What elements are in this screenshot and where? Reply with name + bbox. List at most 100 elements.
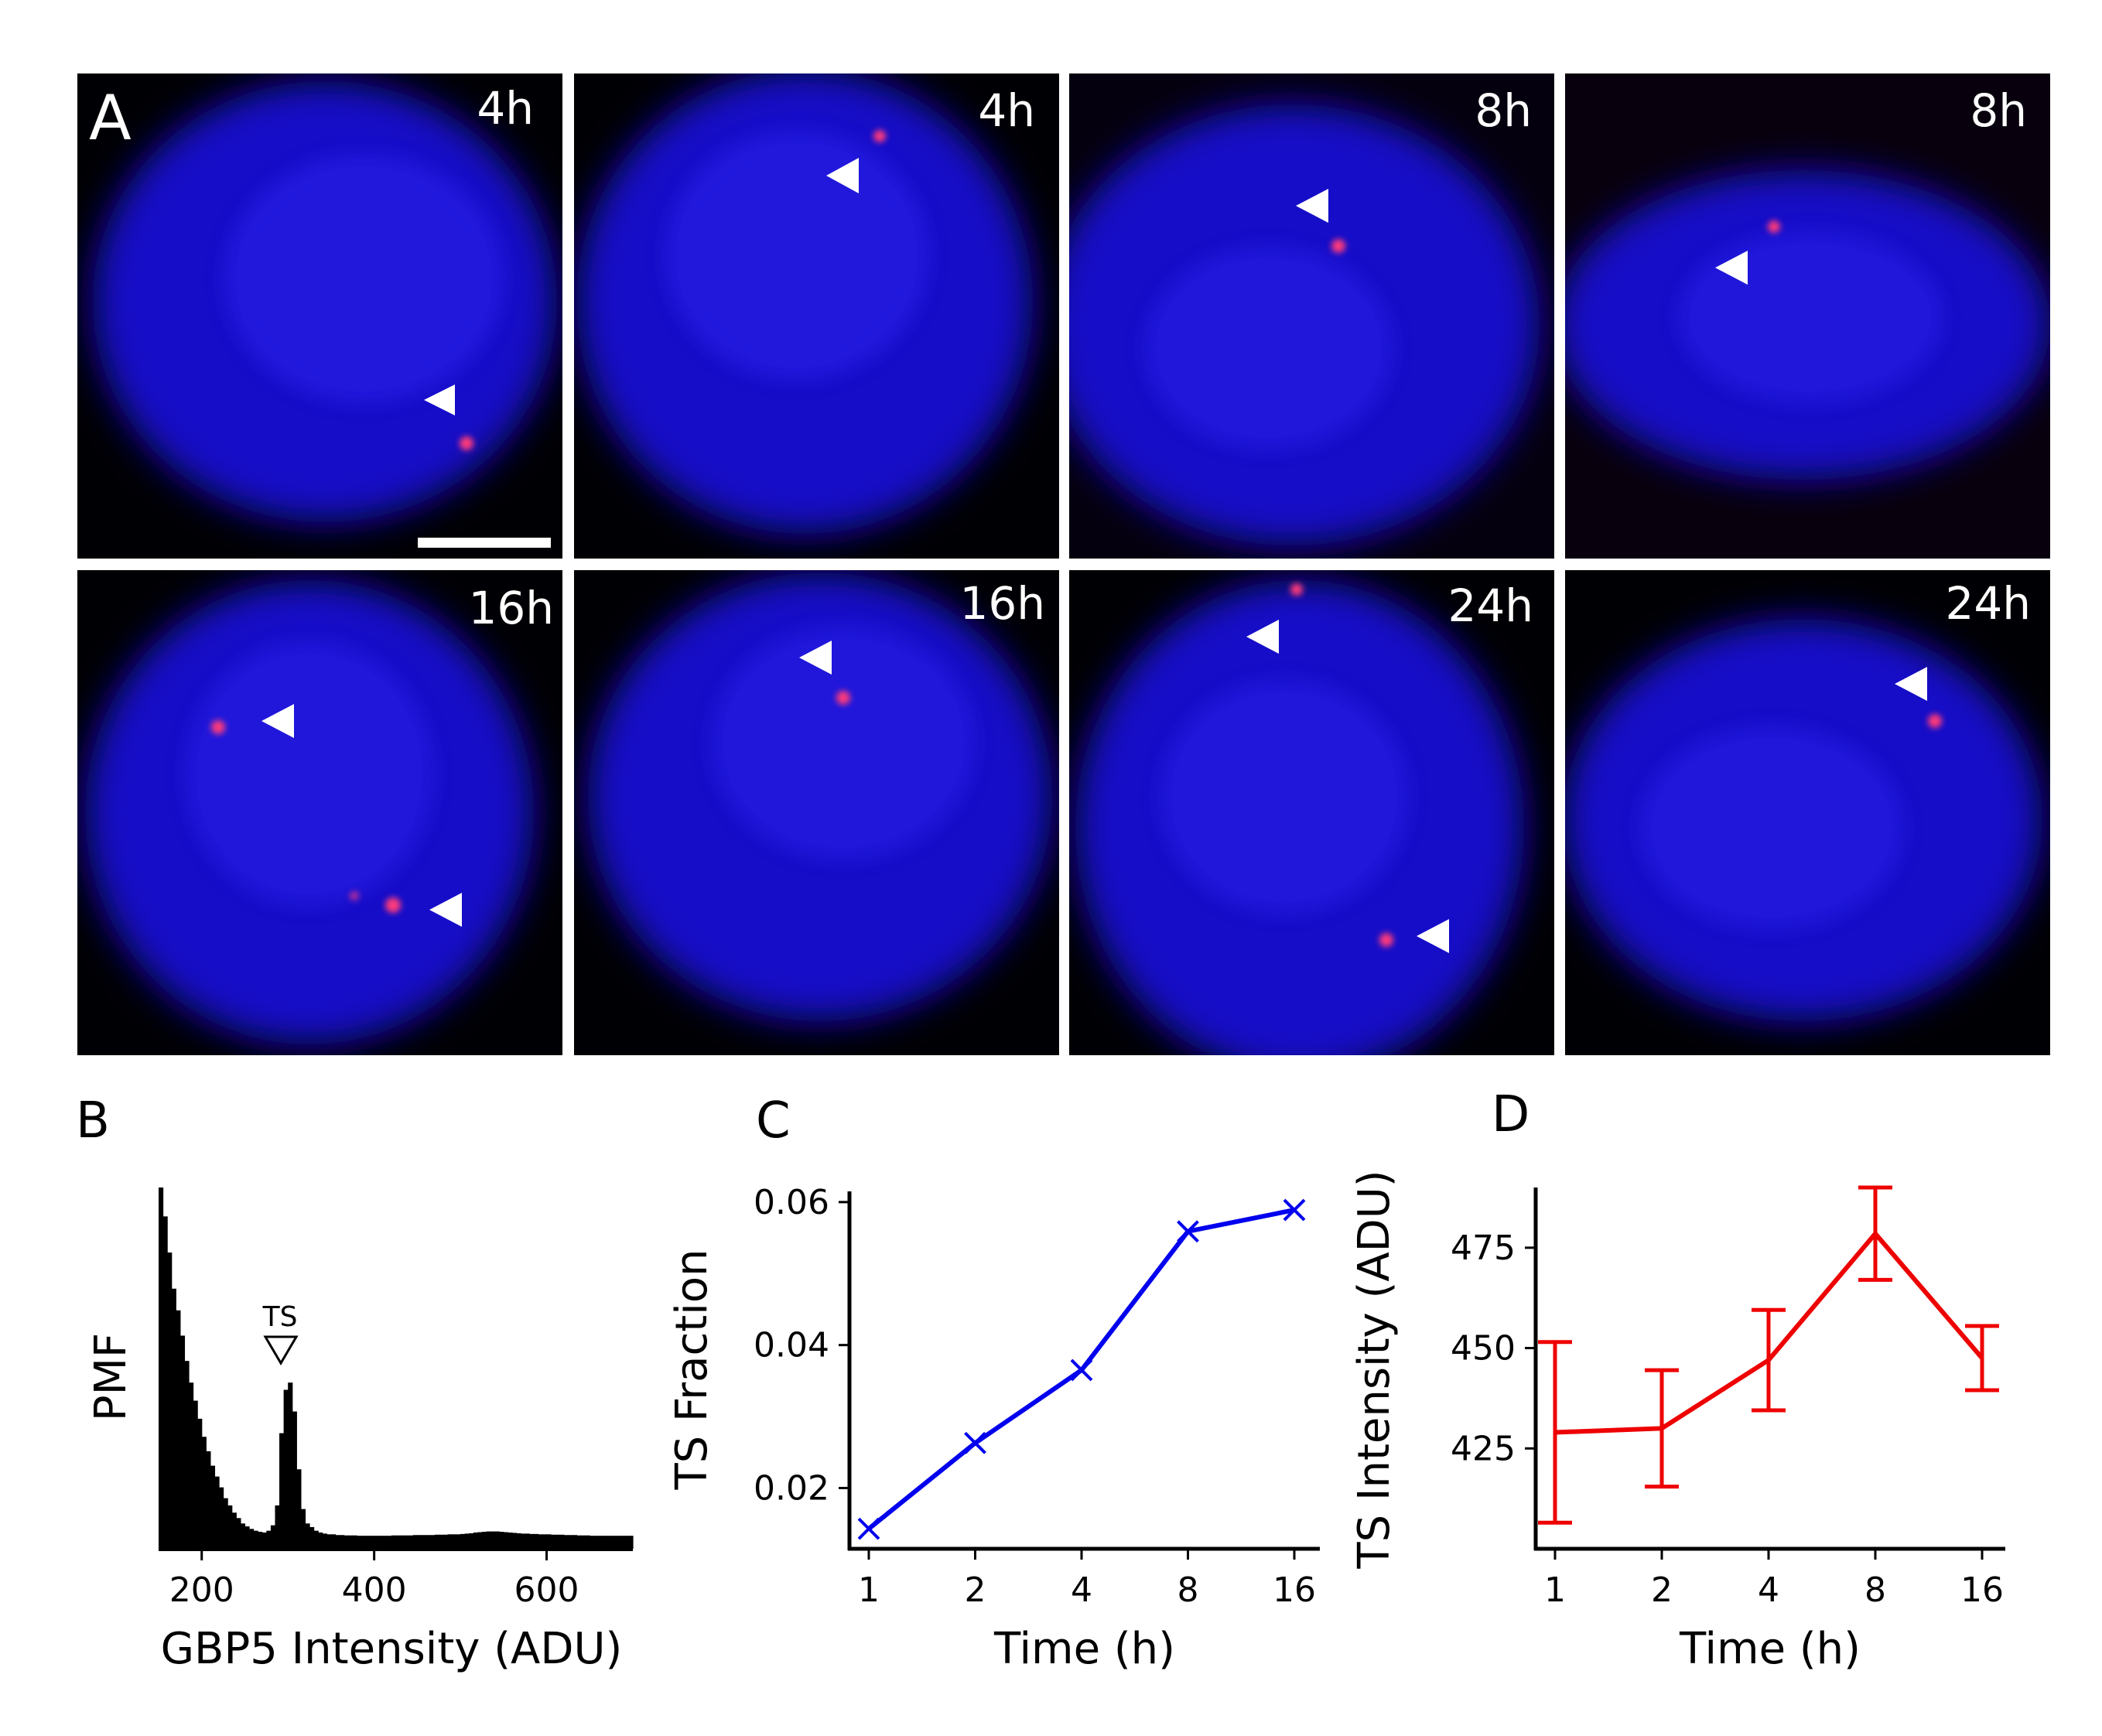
histogram-bar	[357, 1536, 362, 1549]
histogram-bar	[499, 1532, 504, 1549]
histogram-bar	[189, 1382, 194, 1549]
histogram-bar	[253, 1530, 258, 1549]
histogram-bar	[240, 1523, 246, 1549]
x-marker	[1177, 1220, 1199, 1243]
time-label: 4h	[477, 82, 534, 135]
histogram-bar	[378, 1536, 384, 1549]
histogram-bar	[387, 1536, 392, 1549]
histogram-bar	[572, 1535, 578, 1549]
panel-b: B 200 400 600 GBP5 Intensity (ADU) PMF TS	[76, 1092, 634, 1674]
histogram-bar	[477, 1532, 483, 1549]
histogram-bar	[197, 1418, 203, 1549]
histogram-bar	[551, 1534, 556, 1549]
histogram-bar	[490, 1531, 496, 1549]
micrograph-8h-b	[1565, 73, 2050, 559]
time-label: 8h	[1475, 84, 1532, 137]
histogram-bar	[261, 1532, 267, 1549]
histogram-bar	[244, 1526, 250, 1549]
histogram-bar	[343, 1535, 349, 1549]
histogram-bar	[227, 1505, 233, 1549]
x-tick-label: 400	[342, 1570, 407, 1610]
ts-spot	[211, 720, 225, 734]
histogram-bar	[167, 1252, 173, 1549]
x-axis-label: Time (h)	[993, 1624, 1175, 1674]
histogram-bar	[305, 1523, 310, 1549]
histogram-bar	[508, 1532, 513, 1549]
histogram-bar	[460, 1533, 466, 1549]
histogram-bar	[326, 1534, 332, 1549]
histogram-bar	[292, 1411, 297, 1549]
histogram-bar	[249, 1529, 255, 1549]
histogram-bar	[322, 1533, 327, 1549]
y-axis-label: TS Intensity (ADU)	[1349, 1170, 1400, 1569]
histogram-bar	[576, 1535, 582, 1549]
error-bar	[1965, 1324, 1999, 1393]
x-tick-label: 4	[1758, 1570, 1779, 1610]
marker-stroke	[1283, 1198, 1306, 1222]
series-line	[1538, 1185, 1999, 1525]
histogram-bar	[179, 1335, 186, 1549]
histogram-bar	[159, 1188, 164, 1549]
x-tick-label: 8	[1177, 1570, 1199, 1610]
micrograph-24h-a	[1069, 570, 1554, 1055]
histogram-bar	[542, 1534, 548, 1549]
arrowhead-icon	[1895, 667, 1927, 701]
histogram-bar	[494, 1531, 500, 1549]
marker-stroke	[1177, 1220, 1199, 1243]
micrograph-4h-a	[77, 73, 562, 559]
ts-annotation: TS	[262, 1301, 298, 1333]
histogram-bar	[348, 1535, 354, 1549]
x-tick-label: 1	[858, 1570, 880, 1610]
micrograph-grid: 4h 4h 8h 8h 16h 16h 24h 24h A	[77, 73, 2050, 1055]
histogram-bar	[270, 1525, 276, 1549]
histogram-bar	[464, 1533, 470, 1549]
y-ticks: 0.02 0.04 0.06	[754, 1183, 849, 1508]
x-marker	[857, 1517, 880, 1540]
ts-spot	[460, 436, 473, 450]
histogram-bar	[615, 1536, 620, 1549]
histogram-bar	[288, 1382, 293, 1549]
histogram-bar	[300, 1509, 306, 1549]
histogram-bar	[434, 1534, 439, 1549]
x-ticks: 1 2 4 8 16	[1544, 1549, 2004, 1610]
arrowhead-icon	[1715, 251, 1748, 285]
panel-d: D 425 450 475 1 2 4 8 16 Time (h) TS Intensity…	[1349, 1086, 2005, 1674]
histogram-bar	[538, 1534, 543, 1549]
micrograph-8h-a	[1069, 73, 1554, 559]
time-label: 4h	[978, 84, 1035, 137]
y-axis-label: TS Fraction	[667, 1249, 717, 1490]
ts-spot	[873, 130, 886, 142]
triangle-down-icon	[263, 1335, 299, 1365]
histogram-bar	[176, 1310, 181, 1549]
micrograph-16h-b	[574, 570, 1059, 1055]
histogram-bar	[352, 1535, 357, 1549]
histogram-bar	[447, 1534, 453, 1549]
histogram-bar	[511, 1533, 518, 1549]
histogram-bar	[624, 1536, 630, 1549]
arrowhead-icon	[826, 158, 859, 193]
x-tick-label: 2	[1651, 1570, 1673, 1610]
x-marker	[964, 1431, 986, 1454]
panel-label-a: A	[89, 82, 132, 154]
x-ticks: 200 400 600	[169, 1550, 579, 1610]
y-tick-label: 0.04	[754, 1326, 829, 1365]
histogram-bar	[593, 1536, 600, 1549]
scale-bar	[418, 538, 551, 548]
error-bar	[1752, 1307, 1786, 1413]
histogram-bar	[361, 1536, 367, 1549]
histogram-bar	[439, 1534, 444, 1549]
histogram-bar	[456, 1534, 461, 1549]
histogram-bar	[382, 1536, 388, 1549]
time-label: 8h	[1970, 84, 2027, 137]
time-label: 24h	[1945, 577, 2031, 630]
histogram-bar	[443, 1534, 448, 1549]
histogram-bar	[330, 1534, 337, 1549]
x-tick-label: 16	[1960, 1570, 2004, 1610]
panel-c: C 0.02 0.04 0.06 1 2 4 8 16 Time (h) TS Fracti…	[667, 1092, 1320, 1674]
histogram-bars	[159, 1188, 634, 1549]
x-tick-label: 600	[514, 1570, 579, 1610]
histogram-bar	[400, 1535, 405, 1549]
histogram-bar	[417, 1535, 422, 1549]
histogram-bar	[546, 1534, 552, 1549]
